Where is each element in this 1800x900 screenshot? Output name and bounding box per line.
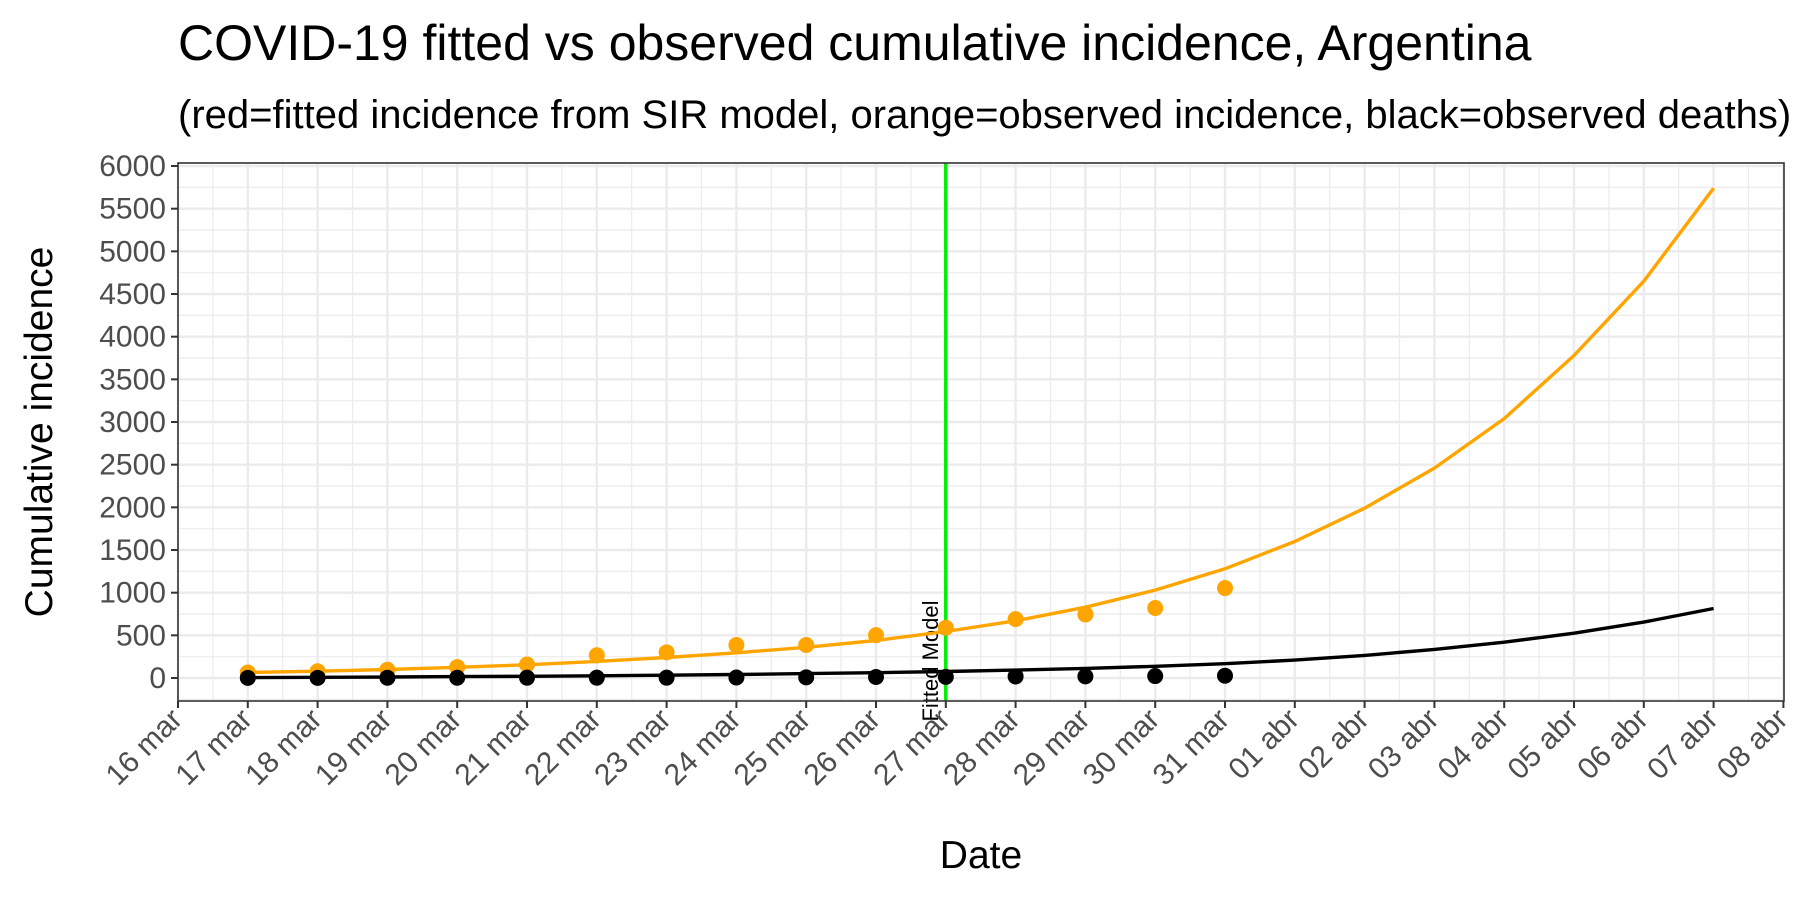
x-tick-label: 28 mar: [937, 703, 1026, 792]
observed-deaths-point: [309, 669, 326, 686]
x-tick-label: 17 mar: [169, 703, 258, 792]
observed-incidence-point: [798, 636, 815, 653]
y-tick-label: 1500: [99, 534, 166, 567]
fitted-incidence-line: [247, 187, 1715, 675]
observed-incidence-point: [1147, 600, 1164, 617]
observed-deaths-point: [588, 669, 605, 686]
x-tick-label: 05 abr: [1501, 703, 1584, 786]
x-tick-label: 08 abr: [1711, 703, 1794, 786]
chart-title: COVID-19 fitted vs observed cumulative i…: [178, 15, 1532, 71]
x-tick-label: 20 mar: [379, 703, 468, 792]
observed-deaths-point: [728, 669, 745, 686]
x-tick-label: 06 abr: [1571, 703, 1654, 786]
x-tick-label: 03 abr: [1362, 703, 1445, 786]
x-tick-label: 01 abr: [1222, 703, 1305, 786]
y-tick-label: 4500: [99, 278, 166, 311]
observed-deaths-point: [1007, 668, 1024, 685]
observed-points: [239, 580, 1233, 686]
observed-incidence-point: [588, 647, 605, 664]
y-tick-label: 5500: [99, 193, 166, 226]
x-tick-label: 25 mar: [728, 703, 817, 792]
observed-incidence-point: [1007, 611, 1024, 628]
y-tick-label: 2000: [99, 491, 166, 524]
y-tick-label: 5000: [99, 235, 166, 268]
observed-deaths-point: [519, 669, 535, 686]
x-tick-label: 04 abr: [1432, 703, 1515, 786]
y-axis-title: Cumulative incidence: [18, 247, 61, 618]
observed-deaths-point: [1217, 667, 1233, 684]
x-tick-label: 22 mar: [518, 703, 607, 792]
x-axis-title: Date: [940, 834, 1022, 877]
observed-incidence-point: [1217, 580, 1233, 597]
observed-deaths-point: [798, 669, 815, 686]
observed-deaths-point: [379, 669, 396, 686]
x-tick-label: 19 mar: [309, 703, 398, 792]
x-tick-label: 31 mar: [1147, 703, 1236, 792]
y-tick-label: 2500: [99, 449, 166, 482]
observed-incidence-point: [868, 627, 884, 644]
y-tick-label: 3000: [99, 406, 166, 439]
x-tick-label: 18 mar: [239, 703, 328, 792]
y-tick-label: 4000: [99, 321, 166, 354]
observed-incidence-point: [937, 619, 954, 636]
observed-deaths-point: [868, 668, 884, 685]
observed-deaths-point: [239, 669, 256, 686]
observed-incidence-point: [728, 636, 745, 653]
x-tick-label: 16 mar: [100, 703, 189, 792]
x-tick-label: 24 mar: [658, 703, 747, 792]
y-tick-label: 3500: [99, 363, 166, 396]
observed-incidence-point: [1077, 606, 1094, 623]
fitted-lines: [247, 187, 1715, 680]
x-tick-label: 27 mar: [867, 703, 956, 792]
observed-deaths-point: [937, 668, 954, 685]
y-tick-label: 500: [116, 619, 166, 652]
x-tick-label: 29 mar: [1007, 703, 1096, 792]
observed-deaths-point: [449, 669, 466, 686]
observed-incidence-point: [519, 656, 535, 673]
x-tick-label: 30 mar: [1077, 703, 1166, 792]
fitted-deaths-line: [247, 606, 1714, 680]
observed-deaths-point: [658, 669, 675, 686]
observed-incidence-point: [658, 644, 675, 661]
x-tick-label: 21 mar: [449, 703, 538, 792]
fitted-model-label: Fitted Model: [918, 600, 943, 721]
observed-deaths-point: [1147, 668, 1164, 685]
y-tick-label: 0: [149, 662, 166, 695]
x-tick-label: 26 mar: [798, 703, 887, 792]
y-tick-label: 6000: [99, 150, 166, 183]
y-tick-label: 1000: [99, 577, 166, 610]
y-axis: 0 500 1000 1500 2000 2500 3000 3500 4000 4500 5000…: [99, 150, 178, 695]
x-tick-label: 07 abr: [1641, 703, 1724, 786]
grid-lines: [176, 163, 1785, 701]
x-tick-label: 23 mar: [588, 703, 677, 792]
x-tick-label: 02 abr: [1292, 703, 1375, 786]
plot-panel-border: [177, 162, 1785, 702]
chart-subtitle: (red=fitted incidence from SIR model, or…: [178, 93, 1791, 137]
observed-deaths-point: [1077, 668, 1094, 685]
